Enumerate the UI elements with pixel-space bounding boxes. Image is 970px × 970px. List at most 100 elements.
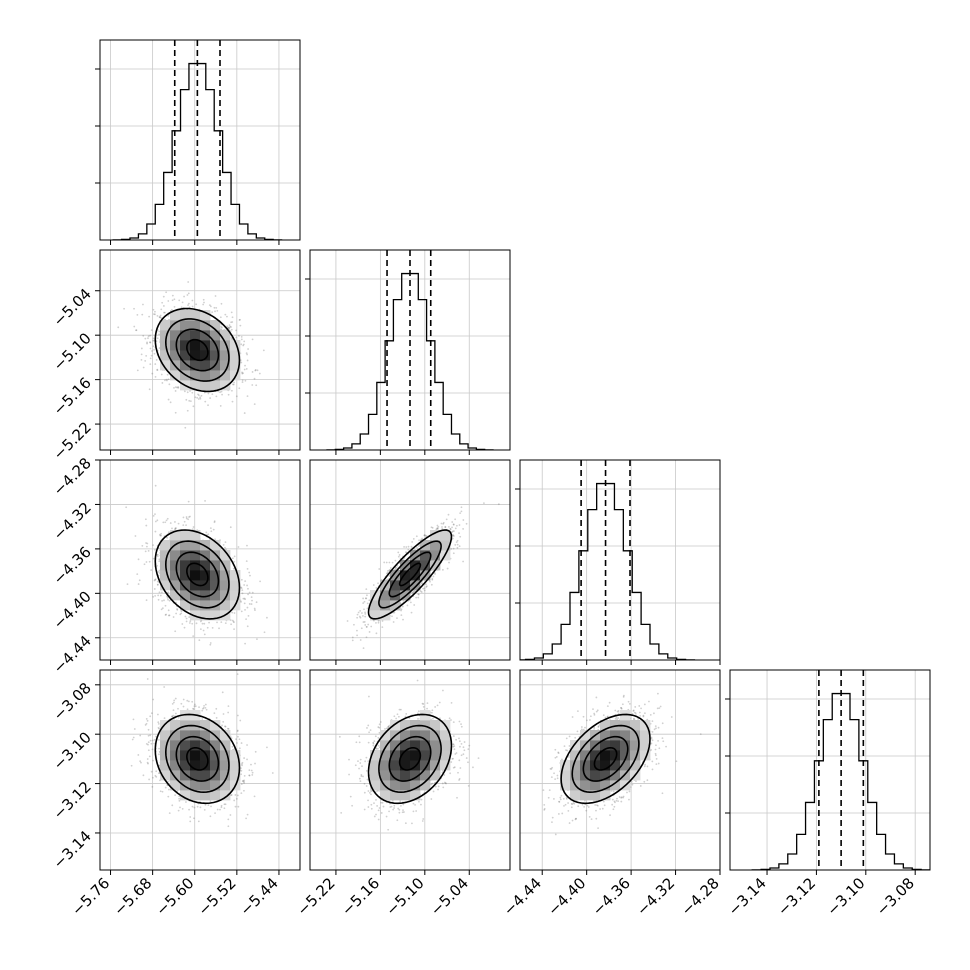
density-2-1 xyxy=(346,502,500,650)
sample-point xyxy=(230,321,232,324)
sample-point xyxy=(356,634,359,637)
sample-point xyxy=(219,391,221,394)
density-cell xyxy=(180,540,191,551)
density-cell xyxy=(170,580,181,591)
sample-point xyxy=(154,530,157,533)
sample-point xyxy=(455,524,458,527)
sample-point xyxy=(154,484,157,487)
sample-point xyxy=(452,552,455,555)
sample-point xyxy=(188,616,191,618)
sample-point xyxy=(167,300,170,302)
sample-point xyxy=(231,321,234,323)
sample-point xyxy=(436,524,439,527)
sample-point xyxy=(232,567,235,570)
density-cell xyxy=(180,560,191,571)
density-cell xyxy=(210,380,221,391)
sample-point xyxy=(204,500,206,502)
sample-point xyxy=(154,548,156,551)
density-cell xyxy=(160,540,171,551)
sample-point xyxy=(133,325,136,328)
y-tick-label: −4.32 xyxy=(50,499,95,544)
sample-point xyxy=(452,534,454,536)
sample-point xyxy=(214,310,216,313)
sample-point xyxy=(366,602,369,605)
density-cell xyxy=(180,530,191,541)
sample-point xyxy=(248,603,251,605)
sample-point xyxy=(187,500,190,503)
sample-point xyxy=(162,295,165,298)
sample-point xyxy=(153,352,156,355)
sample-point xyxy=(405,546,408,548)
sample-point xyxy=(241,379,244,382)
sample-point xyxy=(148,315,151,318)
density-cell xyxy=(180,580,191,591)
sample-point xyxy=(448,526,450,528)
sample-point xyxy=(165,613,167,616)
sample-point xyxy=(247,615,250,617)
y-tick-label: −5.04 xyxy=(50,285,95,330)
sample-point xyxy=(156,314,159,317)
sample-point xyxy=(154,313,156,316)
sample-point xyxy=(211,393,214,396)
density-cell xyxy=(210,590,221,601)
sample-point xyxy=(451,521,454,523)
density-cell xyxy=(220,340,231,351)
sample-point xyxy=(154,594,157,597)
sample-point xyxy=(141,313,144,316)
sample-point xyxy=(412,538,415,540)
sample-point xyxy=(231,400,234,403)
sample-point xyxy=(199,628,202,631)
sample-point xyxy=(240,610,243,613)
sample-point xyxy=(431,526,434,529)
sample-point xyxy=(167,598,169,601)
sample-point xyxy=(391,561,394,564)
sample-point xyxy=(192,405,195,408)
sample-point xyxy=(251,591,254,594)
sample-point xyxy=(452,523,455,526)
sample-point xyxy=(156,553,159,556)
sample-point xyxy=(233,621,235,624)
sample-point xyxy=(174,521,176,523)
sample-point xyxy=(147,335,150,338)
sample-point xyxy=(400,608,403,611)
sample-point xyxy=(160,308,163,311)
panel-frame xyxy=(99,249,301,451)
sample-point xyxy=(198,639,201,642)
sample-point xyxy=(420,538,423,541)
sample-point xyxy=(174,411,177,414)
density-cell xyxy=(210,550,221,561)
sample-point xyxy=(187,304,189,307)
sample-point xyxy=(249,574,251,577)
sample-point xyxy=(462,560,464,563)
sample-point xyxy=(233,381,235,384)
sample-point xyxy=(423,589,426,592)
sample-point xyxy=(145,542,147,544)
density-cell xyxy=(200,540,211,551)
density-1-0 xyxy=(117,281,265,429)
sample-point xyxy=(394,568,397,571)
sample-point xyxy=(388,569,391,572)
sample-point xyxy=(423,587,426,590)
sample-point xyxy=(364,615,367,618)
density-cell xyxy=(170,330,181,341)
sample-point xyxy=(233,628,235,631)
sample-point xyxy=(159,316,162,319)
sample-point xyxy=(431,577,434,580)
sample-point xyxy=(188,622,191,624)
sample-point xyxy=(228,326,230,329)
sample-point xyxy=(421,537,424,540)
sample-point xyxy=(253,403,256,406)
sample-point xyxy=(137,558,140,561)
sample-point xyxy=(251,338,254,341)
density-cell xyxy=(190,320,201,331)
panel-frame xyxy=(99,39,301,241)
density-cell xyxy=(160,330,171,341)
sample-point xyxy=(154,513,156,516)
sample-point xyxy=(185,398,188,401)
sample-point xyxy=(185,524,187,527)
sample-point xyxy=(144,518,147,521)
sample-point xyxy=(425,583,427,586)
density-cell xyxy=(180,570,191,581)
sample-point xyxy=(441,568,444,571)
sample-point xyxy=(362,602,365,604)
